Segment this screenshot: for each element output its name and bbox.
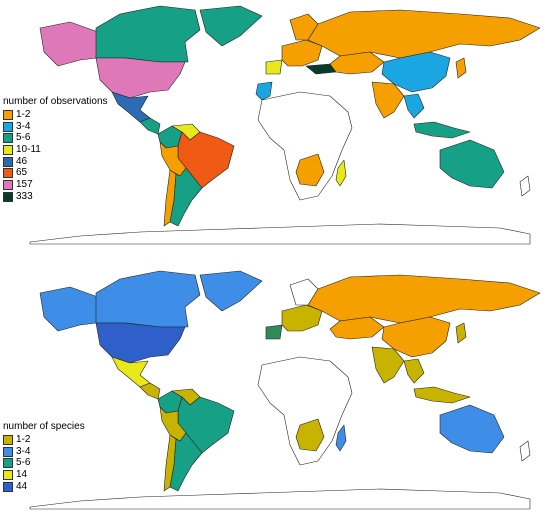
region-usa <box>95 322 186 364</box>
region-japan <box>455 322 467 344</box>
legend-entry: 333 <box>3 191 108 203</box>
region-new-zealand <box>519 175 531 197</box>
legend-swatch <box>3 434 13 445</box>
region-kazakhstan <box>329 51 385 75</box>
legend-swatch <box>3 109 13 120</box>
observations-map-panel: number of observations 1-2 3-4 5-6 10-11 46 6… <box>0 0 550 262</box>
observations-world-map <box>29 5 541 245</box>
species-map-panel: number of species 1-2 3-4 5-6 14 44 <box>0 265 550 527</box>
region-africa-outline <box>257 356 353 466</box>
legend-entry: 3-4 <box>3 121 108 133</box>
species-legend-items: 1-2 3-4 5-6 14 44 <box>3 434 85 492</box>
legend-label: 3-4 <box>16 445 31 457</box>
region-north-america <box>95 5 201 63</box>
region-canada <box>95 270 201 328</box>
region-india <box>371 81 405 119</box>
legend-label: 157 <box>16 178 33 190</box>
legend-entry: 5-6 <box>3 457 85 469</box>
antarctica-outline <box>29 488 531 510</box>
region-se-asia <box>403 93 425 119</box>
region-madagascar <box>335 159 347 187</box>
legend-swatch <box>3 469 13 480</box>
species-legend: number of species 1-2 3-4 5-6 14 44 <box>3 421 85 492</box>
region-kazakhstan <box>329 316 385 340</box>
region-usa <box>95 57 186 99</box>
region-indonesia <box>413 386 471 404</box>
legend-label: 3-4 <box>16 120 31 132</box>
legend-entry: 65 <box>3 167 108 179</box>
region-india <box>371 346 405 384</box>
region-africa-outline <box>257 91 353 201</box>
legend-entry: 1-2 <box>3 109 108 121</box>
region-iberia <box>265 324 283 340</box>
region-russia <box>307 9 541 59</box>
region-southern-africa <box>295 418 325 452</box>
region-new-zealand <box>519 440 531 462</box>
region-australia <box>439 139 505 189</box>
region-central-america <box>139 382 161 400</box>
legend-entry: 10-11 <box>3 144 108 156</box>
legend-swatch <box>3 191 13 202</box>
legend-label: 5-6 <box>16 132 31 144</box>
region-china <box>381 51 451 93</box>
region-se-asia <box>403 358 425 384</box>
species-world-map <box>29 270 541 510</box>
region-australia <box>439 404 505 454</box>
legend-entry: 3-4 <box>3 446 85 458</box>
legend-swatch <box>3 156 13 167</box>
legend-entry: 157 <box>3 179 108 191</box>
observations-legend: number of observations 1-2 3-4 5-6 10-11 46 6… <box>3 96 108 203</box>
legend-label: 1-2 <box>16 108 31 120</box>
region-morocco <box>255 81 273 101</box>
legend-swatch <box>3 179 13 190</box>
legend-swatch <box>3 168 13 179</box>
legend-swatch <box>3 133 13 144</box>
species-legend-title: number of species <box>3 421 85 432</box>
region-alaska <box>39 21 99 67</box>
legend-label: 10-11 <box>16 143 41 155</box>
legend-swatch <box>3 144 13 155</box>
region-russia <box>307 274 541 324</box>
legend-label: 333 <box>16 190 33 202</box>
region-southern-africa <box>295 153 325 187</box>
legend-label: 44 <box>16 480 28 492</box>
observations-legend-items: 1-2 3-4 5-6 10-11 46 65 157 333 <box>3 109 108 203</box>
region-greenland <box>199 270 263 312</box>
legend-label: 5-6 <box>16 457 31 469</box>
legend-entry: 5-6 <box>3 132 108 144</box>
region-argentina <box>169 432 203 492</box>
legend-label: 1-2 <box>16 433 31 445</box>
legend-entry: 1-2 <box>3 434 85 446</box>
region-madagascar <box>335 424 347 452</box>
antarctica-outline <box>29 223 531 245</box>
legend-swatch <box>3 481 13 492</box>
legend-swatch <box>3 446 13 457</box>
region-alaska <box>39 286 99 332</box>
legend-label: 14 <box>16 468 28 480</box>
observations-legend-title: number of observations <box>3 96 108 107</box>
region-argentina <box>169 167 203 227</box>
legend-entry: 14 <box>3 469 85 481</box>
legend-label: 46 <box>16 155 28 167</box>
legend-swatch <box>3 458 13 469</box>
region-iberia <box>265 59 283 75</box>
region-china <box>381 316 451 358</box>
legend-entry: 46 <box>3 156 108 168</box>
legend-swatch <box>3 121 13 132</box>
region-greenland <box>199 5 263 47</box>
legend-label: 65 <box>16 167 28 179</box>
region-europe <box>281 304 323 332</box>
region-europe <box>281 39 323 67</box>
region-central-america <box>139 117 161 135</box>
legend-entry: 44 <box>3 481 85 493</box>
region-japan <box>455 57 467 79</box>
region-indonesia <box>413 121 471 139</box>
